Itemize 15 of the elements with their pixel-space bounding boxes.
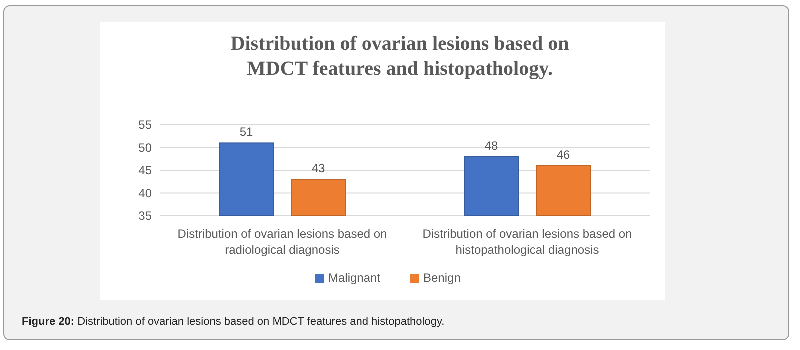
y-tick-label: 45 bbox=[138, 164, 152, 178]
legend-label: Malignant bbox=[328, 271, 382, 285]
data-label: 46 bbox=[556, 148, 570, 162]
y-tick-label: 50 bbox=[138, 140, 152, 155]
y-tick-label: 55 bbox=[138, 118, 152, 132]
data-label: 43 bbox=[312, 162, 326, 176]
x-tick-label: Distribution of ovarian lesions based on histopathological diagnosis bbox=[422, 227, 632, 257]
data-label: 51 bbox=[240, 125, 254, 140]
x-tick-label: Distribution of ovarian lesions based on radiological diagnosis bbox=[178, 227, 388, 257]
y-tick-label: 35 bbox=[138, 209, 152, 223]
chart-title: Distribution of ovarian lesions based on MDCT features and histopathology. bbox=[230, 33, 570, 80]
y-tick-label: 40 bbox=[138, 186, 152, 200]
legend-label: Benign bbox=[424, 271, 461, 285]
data-label: 48 bbox=[484, 138, 498, 153]
caption: Figure 20: Distribution of ovarian lesions based on MDCT features and histopathology. bbox=[22, 316, 445, 328]
